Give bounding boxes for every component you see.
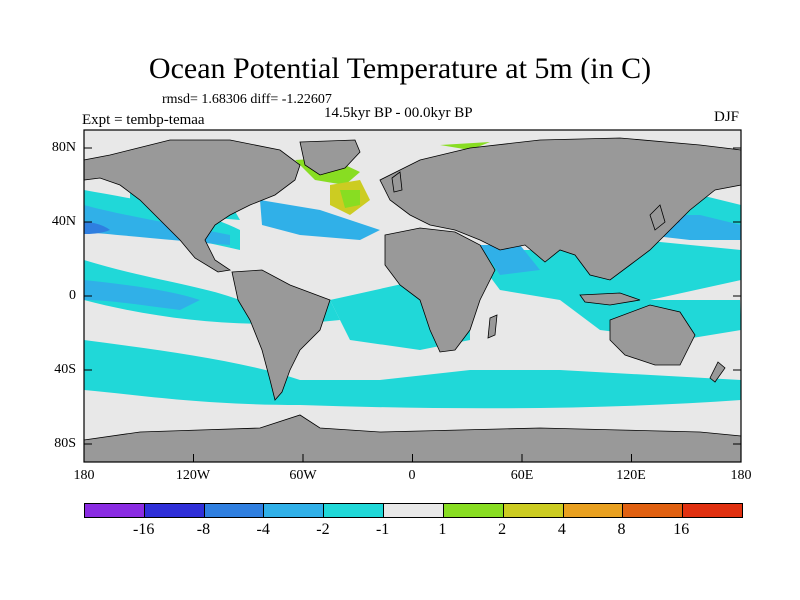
colorbar-swatch	[623, 504, 684, 517]
colorbar-swatch	[683, 504, 742, 517]
british-isles	[391, 171, 403, 193]
greenland	[299, 139, 361, 176]
x-tick-label: 60W	[289, 468, 317, 483]
y-tick-label: 80S	[54, 436, 76, 451]
land-masses	[83, 137, 742, 463]
colorbar-label: 1	[438, 521, 447, 538]
y-tick-label: 80N	[51, 140, 76, 155]
colorbar-label: -4	[256, 521, 270, 538]
north-america	[83, 139, 301, 273]
y-tick-label: 40S	[54, 362, 76, 377]
experiment-label: Expt = tembp-temaa	[82, 112, 205, 128]
eurasia	[379, 137, 742, 281]
colorbar-swatch	[443, 504, 504, 517]
colorbar-swatch	[503, 504, 564, 517]
colorbar-swatch	[563, 504, 624, 517]
colorbar-swatch	[85, 504, 145, 517]
y-tick-label: 40N	[51, 214, 76, 229]
x-tick-label: 180	[730, 468, 752, 483]
colorbar-label: -16	[133, 521, 155, 538]
map-title: Ocean Potential Temperature at 5m (in C)	[148, 52, 652, 85]
period-label: 14.5kyr BP - 00.0kyr BP	[324, 105, 473, 121]
y-tick-label: 0	[69, 288, 76, 303]
x-tick-label: 180	[73, 468, 95, 483]
colorbar-swatch	[204, 504, 265, 517]
africa	[384, 227, 496, 353]
x-tick-label: 60E	[510, 468, 534, 483]
colorbar	[84, 503, 743, 518]
colorbar-label: 16	[673, 521, 690, 538]
madagascar	[487, 314, 498, 339]
colorbar-label: -1	[375, 521, 390, 538]
colorbar-label: -8	[196, 521, 211, 538]
colorbar-swatch	[384, 504, 444, 517]
colorbar-label: -2	[316, 521, 330, 538]
season-label: DJF	[713, 109, 739, 125]
australia	[609, 304, 696, 366]
x-tick-label: 0	[408, 468, 416, 483]
axis-ticks	[83, 147, 742, 462]
colorbar-swatch	[324, 504, 385, 517]
indonesia	[579, 292, 641, 306]
x-tick-label: 120E	[616, 468, 646, 483]
colorbar-label: 2	[498, 521, 507, 538]
stats-line: rmsd= 1.68306 diff= -1.22607	[162, 92, 332, 107]
colorbar-swatch	[144, 504, 205, 517]
new-zealand	[709, 361, 726, 383]
x-tick-label: 120W	[175, 468, 211, 483]
colorbar-label: 4	[557, 521, 566, 538]
colorbar-swatch	[264, 504, 325, 517]
colorbar-label: 8	[617, 521, 626, 538]
south-america	[231, 269, 331, 401]
japan	[649, 204, 666, 231]
